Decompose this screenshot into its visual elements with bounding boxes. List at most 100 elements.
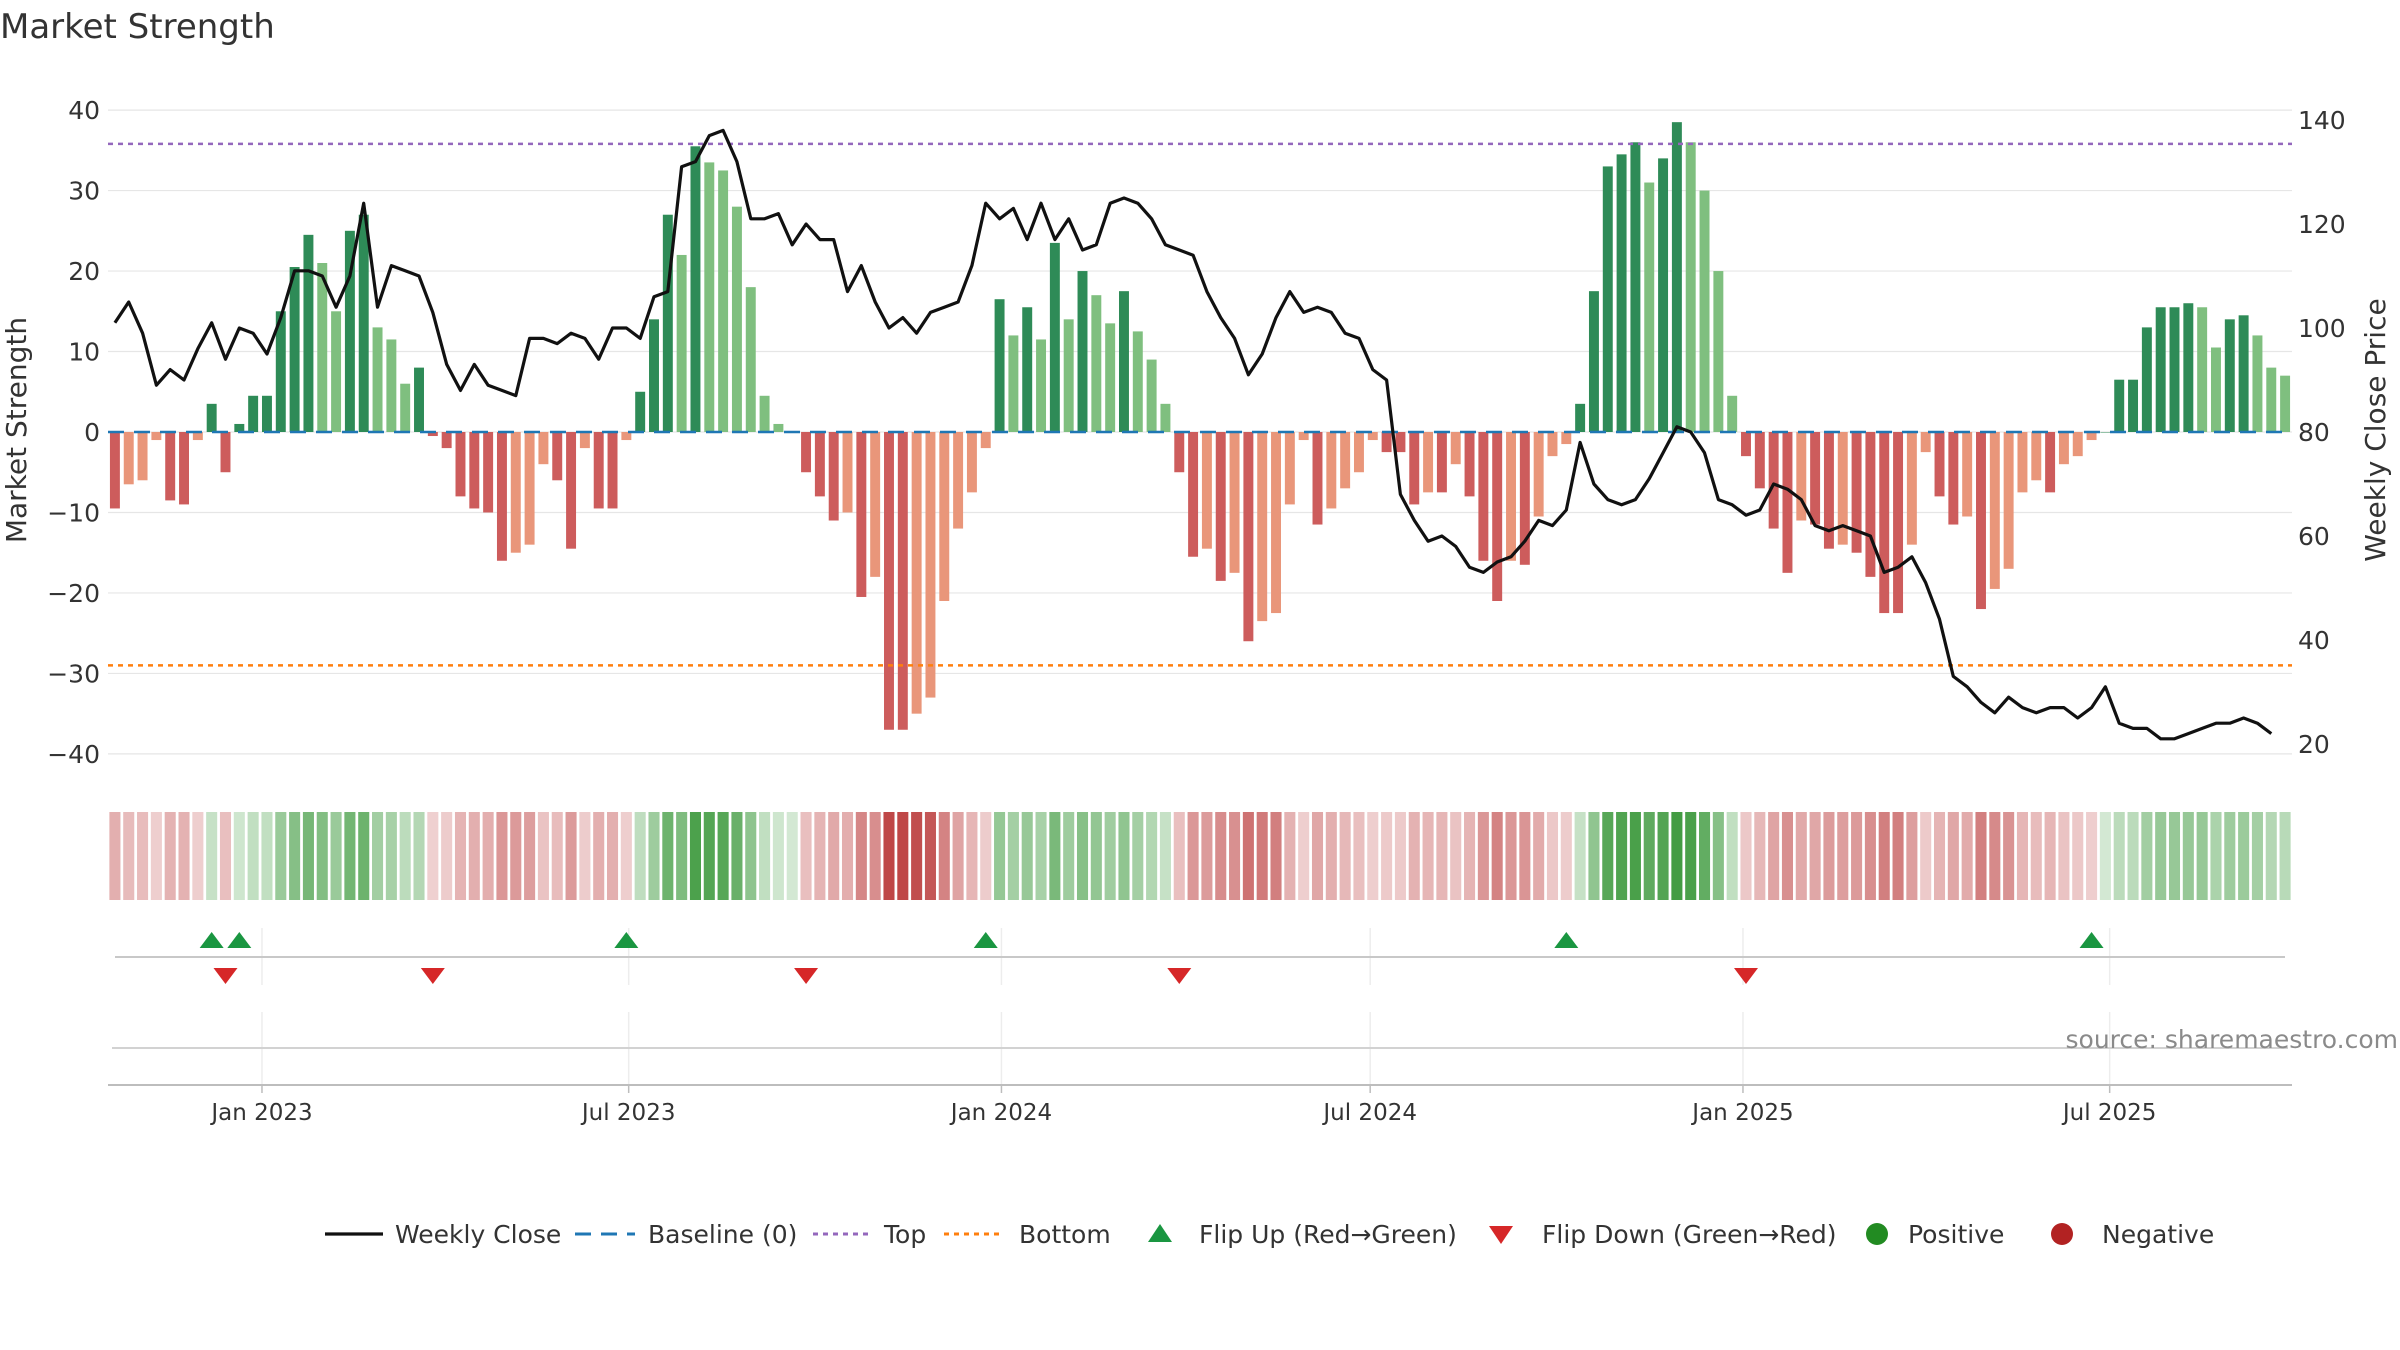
heat-cell: [1270, 812, 1282, 900]
flip-up-marker: [227, 932, 252, 948]
heat-cell: [1851, 812, 1863, 900]
strength-bar: [1865, 432, 1876, 577]
flip-up-marker: [2079, 932, 2104, 948]
strength-bar: [220, 432, 231, 473]
heat-cell: [1657, 812, 1669, 900]
y2-tick-label: 20: [2298, 730, 2330, 759]
y-tick-label: 20: [68, 257, 100, 286]
strength-bar: [1063, 319, 1074, 432]
heat-cell: [786, 812, 798, 900]
heat-cell: [1090, 812, 1102, 900]
strength-bar: [1257, 432, 1268, 622]
heat-cell: [2279, 812, 2291, 900]
x-tick-label: Jul 2024: [1321, 1100, 1417, 1126]
y2-tick-label: 100: [2298, 314, 2346, 343]
strength-bar: [1436, 432, 1447, 493]
heat-cell: [344, 812, 356, 900]
heat-cell: [2265, 812, 2277, 900]
strength-bar: [1920, 432, 1931, 453]
strength-bar: [704, 162, 715, 432]
heat-cell: [717, 812, 729, 900]
strength-bar: [1298, 432, 1309, 441]
heat-cell: [1574, 812, 1586, 900]
heat-cell: [1961, 812, 1973, 900]
heat-cell: [883, 812, 895, 900]
heat-cell: [1616, 812, 1628, 900]
strength-bar: [1423, 432, 1434, 493]
strength-bar: [649, 319, 659, 432]
strength-bar: [469, 432, 480, 509]
strength-bar: [1395, 432, 1406, 453]
strength-heat-strip: [109, 812, 2291, 900]
heat-cell: [164, 812, 176, 900]
strength-bar: [2072, 432, 2083, 457]
heat-cell: [1063, 812, 1075, 900]
strength-bar: [939, 432, 950, 601]
strength-bar: [358, 214, 369, 432]
strength-bar: [2128, 379, 2139, 432]
heat-cell: [1546, 812, 1559, 900]
heat-cell: [1477, 812, 1489, 900]
heat-cell: [1408, 812, 1420, 900]
y-tick-label: −20: [47, 579, 100, 608]
heat-cell: [1740, 812, 1752, 900]
strength-bar: [1326, 432, 1337, 509]
heat-cell: [1007, 812, 1019, 900]
strength-bar: [1091, 295, 1102, 432]
y-tick-label: −40: [47, 740, 100, 769]
strength-bar: [2045, 432, 2056, 493]
heat-cell: [1464, 812, 1476, 900]
legend-label-negative: Negative: [2102, 1220, 2214, 1249]
heat-cell: [1892, 812, 1904, 900]
x-tick-label: Jan 2024: [949, 1100, 1052, 1126]
reference-lines: [108, 142, 2292, 667]
strength-bar: [1754, 432, 1765, 489]
x-tick-label: Jan 2023: [209, 1100, 312, 1126]
legend: Weekly Close Baseline (0) Top Bottom Flip Up…: [325, 1220, 2214, 1249]
legend-label-positive: Positive: [1908, 1220, 2004, 1249]
strength-bar: [1741, 432, 1751, 457]
strength-bar: [248, 395, 259, 432]
heat-cell: [1173, 812, 1185, 900]
heat-cell: [1076, 812, 1089, 900]
heat-cell: [966, 812, 978, 900]
heat-cell: [1920, 812, 1932, 900]
y-tick-label: −10: [47, 498, 100, 527]
strength-bar: [566, 432, 577, 549]
strength-bar: [1312, 432, 1323, 525]
strength-bar: [676, 254, 687, 432]
strength-bar: [870, 432, 881, 577]
heat-cell: [1104, 812, 1116, 900]
strength-bar: [303, 234, 314, 432]
strength-bar: [1008, 335, 1019, 432]
heat-cell: [1823, 812, 1835, 900]
heat-cell: [275, 812, 287, 900]
heat-cell: [2113, 812, 2125, 900]
weekly-close-series: [113, 128, 2273, 741]
heat-cell: [1699, 812, 1711, 900]
strength-bar: [1644, 182, 1655, 432]
heat-cell: [454, 812, 467, 900]
heat-cell: [385, 812, 397, 900]
strength-bar: [2183, 303, 2194, 432]
heat-cell: [814, 812, 826, 900]
legend-label-flip-down: Flip Down (Green→Red): [1542, 1220, 1837, 1249]
heat-cell: [1325, 812, 1337, 900]
heat-cell: [1989, 812, 2001, 900]
heat-cell: [800, 812, 812, 900]
heat-cell: [1837, 812, 1849, 900]
strength-bar: [137, 432, 148, 481]
heat-cell: [289, 812, 301, 900]
strength-bar: [2114, 379, 2125, 432]
heat-cell: [413, 812, 425, 900]
y-tick-label: 40: [68, 96, 100, 125]
strength-bar: [842, 432, 853, 513]
y2-axis-label: Weekly Close Price: [2359, 298, 2392, 561]
heat-cell: [537, 812, 549, 900]
heat-cell: [247, 812, 259, 900]
heat-cell: [219, 812, 232, 900]
heat-cell: [316, 812, 328, 900]
heat-cell: [1436, 812, 1448, 900]
strength-bar: [524, 432, 535, 545]
strength-bar: [1506, 432, 1516, 561]
